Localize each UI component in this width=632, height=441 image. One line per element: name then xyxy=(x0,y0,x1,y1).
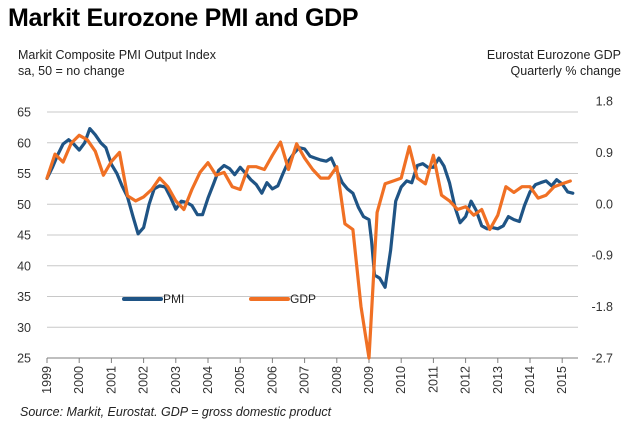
left-axis-ticks: 65 60 55 50 45 40 35 30 25 xyxy=(17,106,31,366)
left-tick-label: 50 xyxy=(17,198,31,212)
series-line-pmi xyxy=(45,127,575,289)
x-tick-label: 2015 xyxy=(555,366,569,394)
x-tick-label: 2011 xyxy=(426,366,440,393)
left-axis-caption: Markit Composite PMI Output Index sa, 50… xyxy=(18,47,216,79)
left-tick-label: 55 xyxy=(17,167,31,181)
right-axis-caption: Eurostat Eurozone GDP Quarterly % change xyxy=(487,47,621,79)
x-tick-label: 2005 xyxy=(233,366,247,394)
left-tick-label: 65 xyxy=(17,106,31,120)
x-tick-label: 2006 xyxy=(265,366,279,394)
x-tick-label: 2013 xyxy=(491,366,505,394)
x-tick-label: 1999 xyxy=(40,366,54,394)
right-tick-label: 0.0 xyxy=(596,197,613,211)
x-tick-label: 2000 xyxy=(72,366,86,394)
x-tick-label: 2001 xyxy=(104,366,118,394)
x-axis: 1999 2000 2001 2002 2003 2004 2005 2006 2007 2008… xyxy=(40,357,578,394)
legend: PMI GDP xyxy=(122,292,316,306)
x-tick-label: 2014 xyxy=(523,366,537,394)
x-tick-label: 2007 xyxy=(298,366,312,394)
right-tick-label: 1.8 xyxy=(596,95,613,109)
right-tick-label: -0.9 xyxy=(591,249,613,263)
x-tick-label: 2010 xyxy=(394,366,408,394)
left-tick-label: 60 xyxy=(17,136,31,150)
legend-pmi-label: PMI xyxy=(163,292,184,306)
right-tick-label: 0.9 xyxy=(596,146,613,160)
source-note: Source: Markit, Eurostat. GDP = gross do… xyxy=(20,405,332,419)
x-tick-label: 2004 xyxy=(201,366,215,394)
right-axis-caption-line1: Eurostat Eurozone GDP xyxy=(486,48,621,62)
x-tick-label: 2008 xyxy=(330,366,344,394)
left-tick-label: 35 xyxy=(17,290,31,304)
left-tick-label: 30 xyxy=(17,321,31,335)
x-tick-label: 2012 xyxy=(459,366,473,394)
right-axis-caption-line2: Quarterly % change xyxy=(510,64,621,78)
x-tick-label: 2002 xyxy=(137,366,151,394)
x-tick-label: 2003 xyxy=(169,366,183,394)
x-tick-label: 2009 xyxy=(362,366,376,394)
series-line-gdp xyxy=(45,133,572,360)
legend-gdp-label: GDP xyxy=(290,292,316,306)
left-tick-label: 45 xyxy=(17,229,31,243)
right-axis-ticks: 1.8 0.9 0.0 -0.9 -1.8 -2.7 xyxy=(591,95,613,366)
right-tick-label: -1.8 xyxy=(591,300,613,314)
left-axis-caption-line2: sa, 50 = no change xyxy=(18,64,125,78)
left-axis-caption-line1: Markit Composite PMI Output Index xyxy=(18,48,216,62)
series-lines xyxy=(45,127,575,360)
left-tick-label: 25 xyxy=(17,352,31,366)
left-tick-label: 40 xyxy=(17,259,31,273)
gridlines xyxy=(47,111,578,328)
chart-title: Markit Eurozone PMI and GDP xyxy=(8,4,359,32)
right-tick-label: -2.7 xyxy=(591,352,613,366)
